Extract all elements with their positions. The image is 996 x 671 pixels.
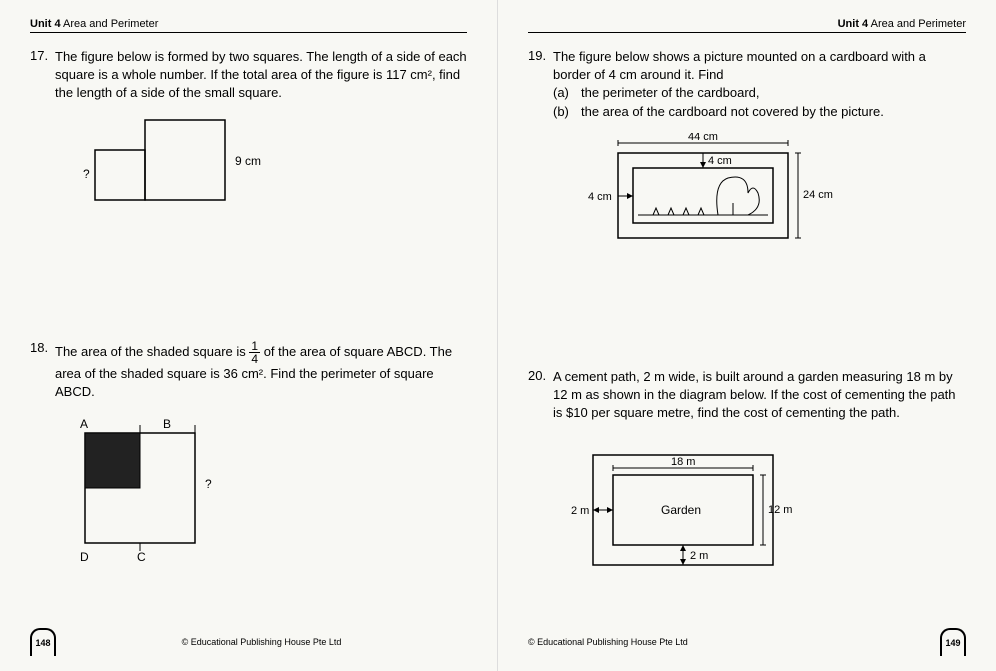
question-18: 18. The area of the shaded square is 14 … [30, 340, 467, 569]
q20-text: A cement path, 2 m wide, is built around… [553, 368, 966, 423]
left-page: Unit 4 Area and Perimeter 17. The figure… [0, 0, 498, 671]
right-footer: © Educational Publishing House Pte Ltd 1… [528, 628, 966, 656]
publisher-left: © Educational Publishing House Pte Ltd [56, 637, 467, 647]
unit-topic-r: Area and Perimeter [871, 18, 966, 30]
q17-text: The figure below is formed by two square… [55, 48, 467, 103]
q19-b-text: the area of the cardboard not covered by… [581, 103, 884, 121]
q19-figure: 44 cm 4 cm 4 cm 24 cm [553, 133, 966, 268]
svg-text:C: C [137, 550, 146, 563]
svg-text:44 cm: 44 cm [688, 133, 718, 143]
q19-text: The figure below shows a picture mounted… [553, 48, 966, 84]
svg-text:24 cm: 24 cm [803, 189, 833, 201]
svg-text:?: ? [205, 477, 212, 491]
svg-text:12 m: 12 m [768, 504, 792, 516]
publisher-right: © Educational Publishing House Pte Ltd [528, 637, 940, 647]
left-header: Unit 4 Area and Perimeter [30, 15, 467, 33]
svg-text:4 cm: 4 cm [708, 155, 732, 167]
svg-text:B: B [163, 417, 171, 431]
unit-number: Unit 4 [30, 18, 61, 30]
question-20: 20. A cement path, 2 m wide, is built ar… [528, 368, 966, 600]
left-page-tab: 148 [30, 628, 56, 656]
svg-text:?: ? [83, 167, 90, 181]
unit-topic: Area and Perimeter [63, 18, 158, 30]
q19-number: 19. [528, 48, 553, 268]
svg-text:9 cm: 9 cm [235, 154, 261, 168]
q18-figure: A B C D ? [55, 413, 467, 568]
q19-a-text: the perimeter of the cardboard, [581, 84, 760, 102]
q17-number: 17. [30, 48, 55, 220]
q20-number: 20. [528, 368, 553, 600]
svg-text:2 m: 2 m [571, 505, 589, 517]
svg-text:2 m: 2 m [690, 550, 708, 562]
question-17: 17. The figure below is formed by two sq… [30, 48, 467, 220]
q19-b-letter: (b) [553, 103, 581, 121]
q18-number: 18. [30, 340, 55, 569]
right-page: Unit 4 Area and Perimeter 19. The figure… [498, 0, 996, 671]
right-header: Unit 4 Area and Perimeter [528, 15, 966, 33]
q19-a-letter: (a) [553, 84, 581, 102]
q17-figure: 9 cm ? [55, 115, 467, 220]
svg-text:Garden: Garden [661, 503, 701, 517]
right-page-tab: 149 [940, 628, 966, 656]
q20-figure: 18 m 12 m 2 m 2 m Garden [553, 435, 966, 600]
question-19: 19. The figure below shows a picture mou… [528, 48, 966, 268]
unit-number-r: Unit 4 [838, 18, 869, 30]
q18-text: The area of the shaded square is 14 of t… [55, 340, 467, 401]
left-footer: 148 © Educational Publishing House Pte L… [30, 628, 467, 656]
svg-text:18 m: 18 m [671, 456, 695, 468]
svg-text:A: A [80, 417, 88, 431]
svg-text:4 cm: 4 cm [588, 191, 612, 203]
svg-text:D: D [80, 550, 89, 563]
